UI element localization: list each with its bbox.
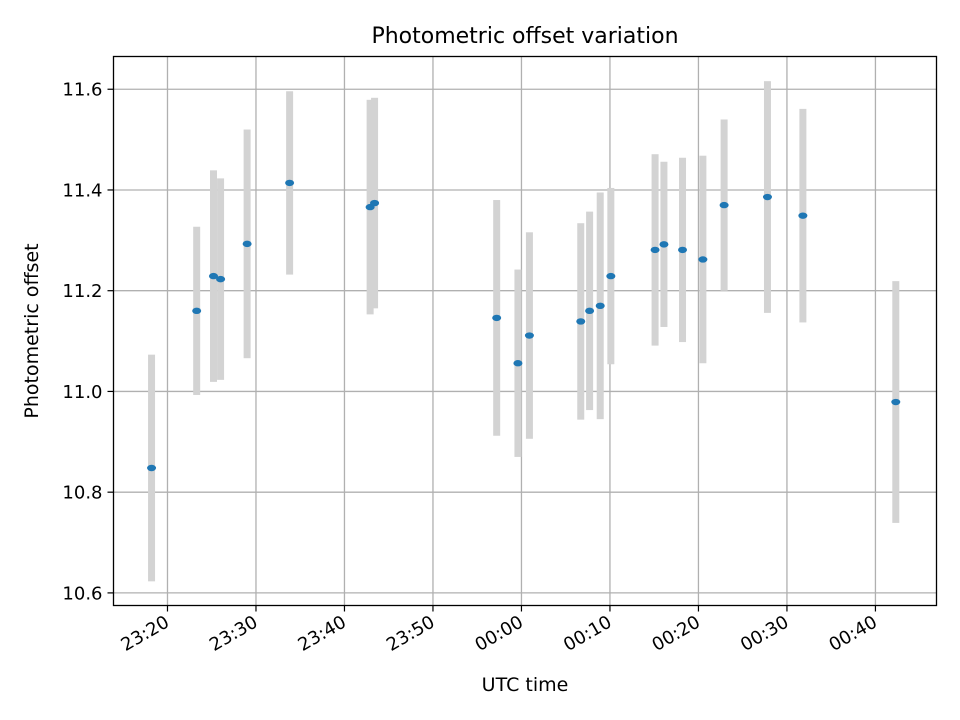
data-point xyxy=(285,179,295,187)
data-point xyxy=(595,302,605,310)
y-tick-label: 10.6 xyxy=(62,583,102,604)
y-tick-label: 11.2 xyxy=(62,281,102,302)
data-point xyxy=(762,193,772,201)
data-point xyxy=(606,272,616,280)
y-tick-label: 11.0 xyxy=(62,382,102,403)
data-point xyxy=(513,360,523,367)
data-point xyxy=(370,199,380,207)
data-point xyxy=(524,332,534,339)
data-point xyxy=(650,246,660,254)
data-points xyxy=(147,179,901,472)
data-point xyxy=(678,246,688,254)
data-point xyxy=(242,240,252,248)
data-point xyxy=(208,272,218,280)
data-point xyxy=(216,275,226,283)
data-point xyxy=(891,398,901,406)
data-point xyxy=(147,464,157,472)
data-point xyxy=(576,318,586,325)
y-tick-label: 10.8 xyxy=(62,483,102,504)
data-point xyxy=(585,307,595,315)
y-axis-ticks: 10.6 10.8 11.0 11.2 11.4 11.6 xyxy=(62,80,114,604)
data-point xyxy=(719,201,729,209)
data-point xyxy=(798,212,808,219)
y-tick-label: 11.6 xyxy=(62,80,102,101)
x-axis-label: UTC time xyxy=(482,674,569,696)
data-point xyxy=(492,314,502,322)
data-point xyxy=(659,241,669,248)
chart-title: Photometric offset variation xyxy=(371,24,678,49)
data-point xyxy=(698,256,708,263)
data-point xyxy=(192,307,202,315)
plot-area-frame xyxy=(112,55,938,607)
y-axis-label: Photometric offset xyxy=(21,243,43,418)
y-tick-label: 11.4 xyxy=(62,180,102,201)
